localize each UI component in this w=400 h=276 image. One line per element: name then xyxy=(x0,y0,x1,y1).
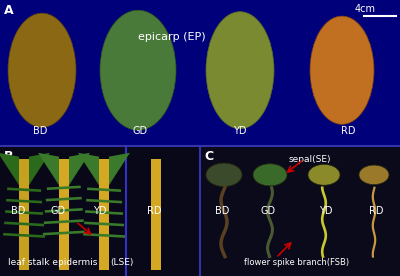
Text: B: B xyxy=(4,150,14,163)
Text: BD: BD xyxy=(215,206,229,216)
Text: YD: YD xyxy=(319,206,333,216)
Bar xyxy=(5,210,43,215)
Bar xyxy=(99,159,109,269)
Polygon shape xyxy=(38,153,59,185)
Text: sepal(SE): sepal(SE) xyxy=(289,155,331,164)
Text: A: A xyxy=(4,4,14,17)
Text: YD: YD xyxy=(93,206,107,216)
Bar xyxy=(4,222,44,226)
Bar xyxy=(87,187,121,192)
Bar xyxy=(19,159,29,269)
Text: C: C xyxy=(204,150,213,163)
Text: (LSE): (LSE) xyxy=(110,258,133,267)
Text: epicarp (EP): epicarp (EP) xyxy=(138,31,206,42)
Bar xyxy=(7,187,41,192)
Polygon shape xyxy=(78,153,99,185)
Text: GD: GD xyxy=(132,126,148,136)
Text: YD: YD xyxy=(233,126,247,136)
Bar xyxy=(47,185,81,190)
Text: 4cm: 4cm xyxy=(355,4,376,14)
Circle shape xyxy=(308,164,340,185)
Text: RD: RD xyxy=(341,126,355,136)
Text: GD: GD xyxy=(50,206,66,216)
Bar xyxy=(85,210,123,215)
Text: RD: RD xyxy=(369,206,383,216)
Bar xyxy=(83,233,125,238)
Ellipse shape xyxy=(206,12,274,129)
Bar xyxy=(3,233,45,238)
Polygon shape xyxy=(109,153,130,185)
Polygon shape xyxy=(0,153,19,185)
Text: leaf stalk epidermis: leaf stalk epidermis xyxy=(8,258,97,267)
Bar xyxy=(45,208,83,213)
Bar xyxy=(151,159,161,269)
Text: RD: RD xyxy=(147,206,161,216)
Text: flower spike branch(FSB): flower spike branch(FSB) xyxy=(244,258,349,267)
Bar xyxy=(84,222,124,226)
Text: BD: BD xyxy=(33,126,47,136)
Text: GD: GD xyxy=(260,206,276,216)
Ellipse shape xyxy=(100,10,176,130)
Bar xyxy=(43,230,85,235)
Bar xyxy=(44,219,84,224)
Ellipse shape xyxy=(310,16,374,124)
Bar xyxy=(59,159,69,269)
Circle shape xyxy=(206,163,242,187)
Bar xyxy=(46,197,82,201)
Circle shape xyxy=(253,164,287,186)
Circle shape xyxy=(359,165,389,185)
Polygon shape xyxy=(29,153,50,185)
Bar xyxy=(86,199,122,203)
Text: BD: BD xyxy=(11,206,25,216)
Bar xyxy=(6,199,42,203)
Ellipse shape xyxy=(8,13,76,127)
Polygon shape xyxy=(69,153,90,185)
